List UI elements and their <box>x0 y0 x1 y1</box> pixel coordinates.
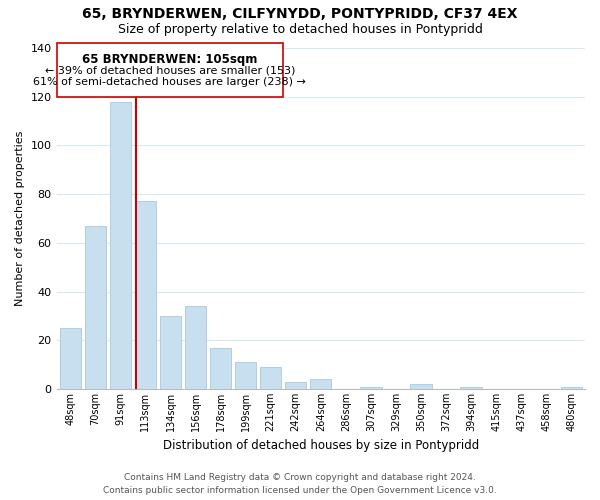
Text: Contains HM Land Registry data © Crown copyright and database right 2024.
Contai: Contains HM Land Registry data © Crown c… <box>103 473 497 495</box>
Bar <box>85 226 106 389</box>
Bar <box>110 102 131 389</box>
Bar <box>210 348 231 389</box>
FancyBboxPatch shape <box>56 43 283 96</box>
Bar <box>260 367 281 389</box>
Text: Size of property relative to detached houses in Pontypridd: Size of property relative to detached ho… <box>118 22 482 36</box>
Bar <box>310 380 331 389</box>
Bar <box>410 384 431 389</box>
Bar <box>360 386 382 389</box>
Text: ← 39% of detached houses are smaller (153): ← 39% of detached houses are smaller (15… <box>44 65 295 75</box>
Bar <box>185 306 206 389</box>
Bar <box>59 328 81 389</box>
Bar <box>560 386 582 389</box>
Bar <box>235 362 256 389</box>
Bar <box>285 382 307 389</box>
Text: 65, BRYNDERWEN, CILFYNYDD, PONTYPRIDD, CF37 4EX: 65, BRYNDERWEN, CILFYNYDD, PONTYPRIDD, C… <box>82 8 518 22</box>
Bar <box>160 316 181 389</box>
Bar <box>460 386 482 389</box>
Y-axis label: Number of detached properties: Number of detached properties <box>15 131 25 306</box>
Bar <box>135 202 156 389</box>
Text: 61% of semi-detached houses are larger (238) →: 61% of semi-detached houses are larger (… <box>34 77 307 87</box>
X-axis label: Distribution of detached houses by size in Pontypridd: Distribution of detached houses by size … <box>163 440 479 452</box>
Text: 65 BRYNDERWEN: 105sqm: 65 BRYNDERWEN: 105sqm <box>82 53 257 66</box>
